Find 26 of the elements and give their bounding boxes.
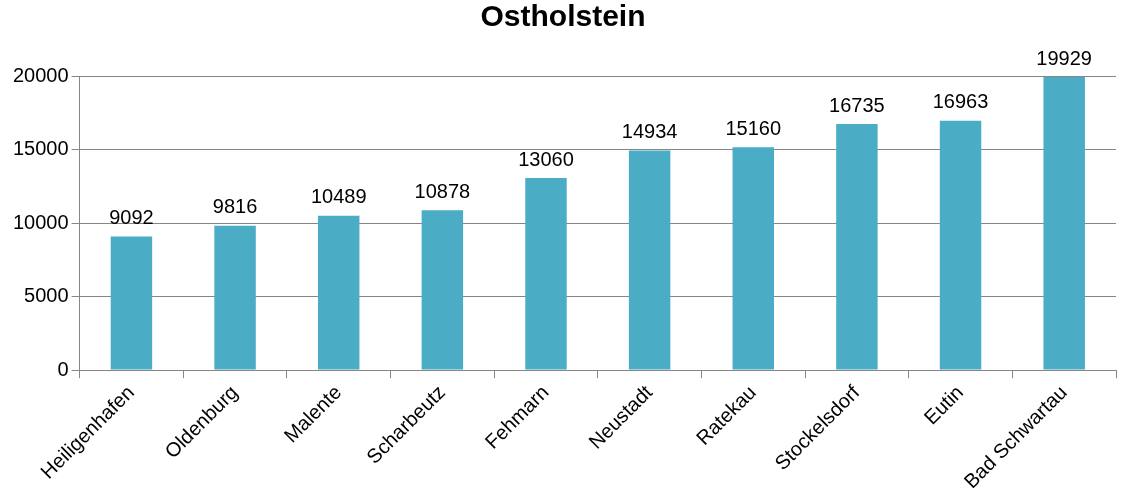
- bar: [836, 124, 878, 370]
- y-tick-label: 20000: [12, 63, 69, 86]
- data-label: 16735: [829, 93, 885, 116]
- y-tick-label: 5000: [24, 284, 69, 307]
- data-label: 13060: [518, 147, 574, 170]
- y-tick-label: 0: [57, 357, 69, 380]
- data-label: 16963: [932, 90, 989, 113]
- data-label: 9816: [212, 195, 258, 218]
- y-tick-label: 10000: [12, 210, 69, 233]
- bar: [939, 120, 982, 370]
- data-label: 15160: [725, 116, 782, 139]
- bar: [525, 178, 567, 370]
- bar: [421, 210, 464, 370]
- chart-title: Ostholstein: [480, 0, 646, 33]
- data-label: 10489: [310, 185, 367, 208]
- bar: [628, 150, 671, 370]
- data-label: 10878: [414, 179, 471, 202]
- bar: [214, 225, 256, 370]
- data-label: 9092: [109, 205, 154, 228]
- bar: [110, 236, 153, 370]
- bar: [1043, 77, 1085, 370]
- data-label: 14934: [621, 120, 678, 143]
- bar: [317, 215, 360, 370]
- y-tick-label: 15000: [12, 137, 69, 160]
- bar: [732, 147, 774, 370]
- data-label: 19929: [1036, 46, 1092, 69]
